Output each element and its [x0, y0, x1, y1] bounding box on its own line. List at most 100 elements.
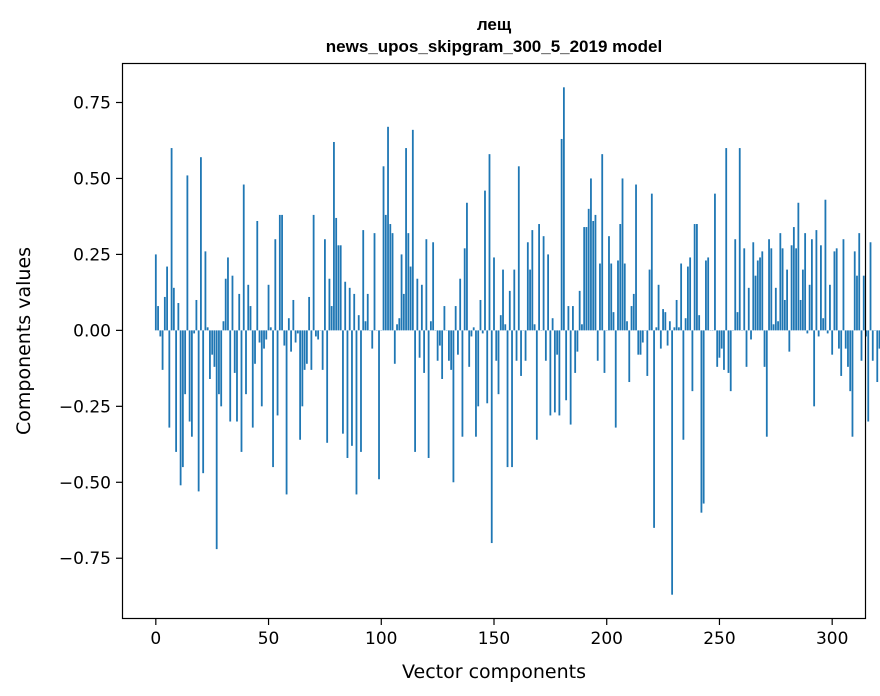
bar [682, 330, 685, 440]
bar [849, 330, 852, 392]
bar [533, 324, 536, 331]
bar [851, 330, 854, 437]
y-tick-label: 0.50 [73, 169, 111, 189]
bar [878, 330, 880, 349]
y-axis-label: Components values [13, 247, 35, 435]
bar [583, 227, 586, 331]
bar [813, 330, 816, 407]
bar [272, 330, 274, 468]
bar [648, 269, 651, 331]
bar [650, 193, 653, 331]
bar [761, 251, 764, 331]
bar [729, 330, 732, 392]
bar [481, 330, 484, 334]
bar [317, 330, 320, 340]
bar [511, 330, 513, 468]
bar [630, 306, 633, 331]
bar [396, 324, 398, 331]
bar [193, 330, 196, 334]
bar [283, 330, 286, 346]
bar [745, 330, 748, 367]
bar [639, 330, 642, 355]
bar [227, 257, 229, 331]
bar [190, 330, 193, 437]
bar [538, 224, 540, 331]
bar [470, 330, 473, 337]
bar [328, 278, 331, 331]
bar [324, 239, 326, 331]
bar [229, 330, 232, 422]
bar [209, 330, 211, 379]
bar [831, 330, 834, 355]
bar [454, 306, 457, 331]
bar [632, 293, 635, 331]
x-tick-label: 250 [703, 629, 735, 649]
bar [513, 269, 516, 331]
bar [294, 330, 297, 343]
bar [572, 306, 574, 331]
bar [423, 330, 426, 373]
bar [693, 224, 696, 331]
x-tick-label: 50 [258, 629, 280, 649]
bar [333, 141, 335, 331]
bar [251, 330, 254, 428]
bar [727, 330, 730, 373]
bar [623, 263, 626, 331]
y-tick-label: 0.75 [73, 93, 111, 113]
bar [274, 239, 277, 331]
bar [312, 214, 315, 331]
bar [290, 330, 292, 352]
bar [472, 327, 475, 331]
bar [578, 290, 581, 331]
bar [373, 233, 376, 331]
bar [398, 318, 401, 331]
bar [159, 330, 162, 337]
bar [612, 312, 615, 331]
bar [436, 330, 439, 361]
bar [353, 293, 356, 331]
bar [599, 263, 601, 331]
bar [770, 248, 773, 331]
bar [296, 330, 299, 334]
bar [684, 318, 687, 331]
bar [427, 330, 430, 458]
bar [700, 330, 703, 513]
y-tick-label: −0.25 [59, 397, 111, 417]
bar [389, 224, 392, 331]
bar [608, 236, 610, 331]
bar [657, 284, 660, 331]
bar [562, 87, 565, 331]
bar [224, 278, 227, 331]
bar [691, 330, 694, 392]
bar [477, 330, 480, 407]
bar [240, 330, 243, 452]
bar [594, 214, 597, 331]
bar [675, 299, 678, 331]
bar [860, 330, 863, 361]
y-tick-label: −0.50 [59, 473, 111, 493]
bar [502, 269, 504, 331]
bar [402, 293, 405, 331]
bar [788, 330, 791, 352]
bar [653, 330, 655, 528]
bar [535, 330, 538, 440]
bar [181, 330, 184, 468]
bar [558, 330, 561, 416]
bar [335, 217, 338, 331]
y-tick-label: 0.00 [73, 321, 111, 341]
bar [506, 330, 509, 468]
bar [743, 248, 746, 331]
bar [655, 327, 658, 331]
bar [707, 257, 710, 331]
bar [734, 239, 737, 331]
bar [826, 330, 829, 334]
bar [499, 315, 502, 331]
bar [820, 245, 822, 331]
bar [265, 330, 268, 340]
bar [777, 321, 779, 331]
bar [529, 269, 531, 331]
bar [641, 330, 644, 343]
bar [808, 284, 811, 331]
bar [393, 330, 396, 364]
